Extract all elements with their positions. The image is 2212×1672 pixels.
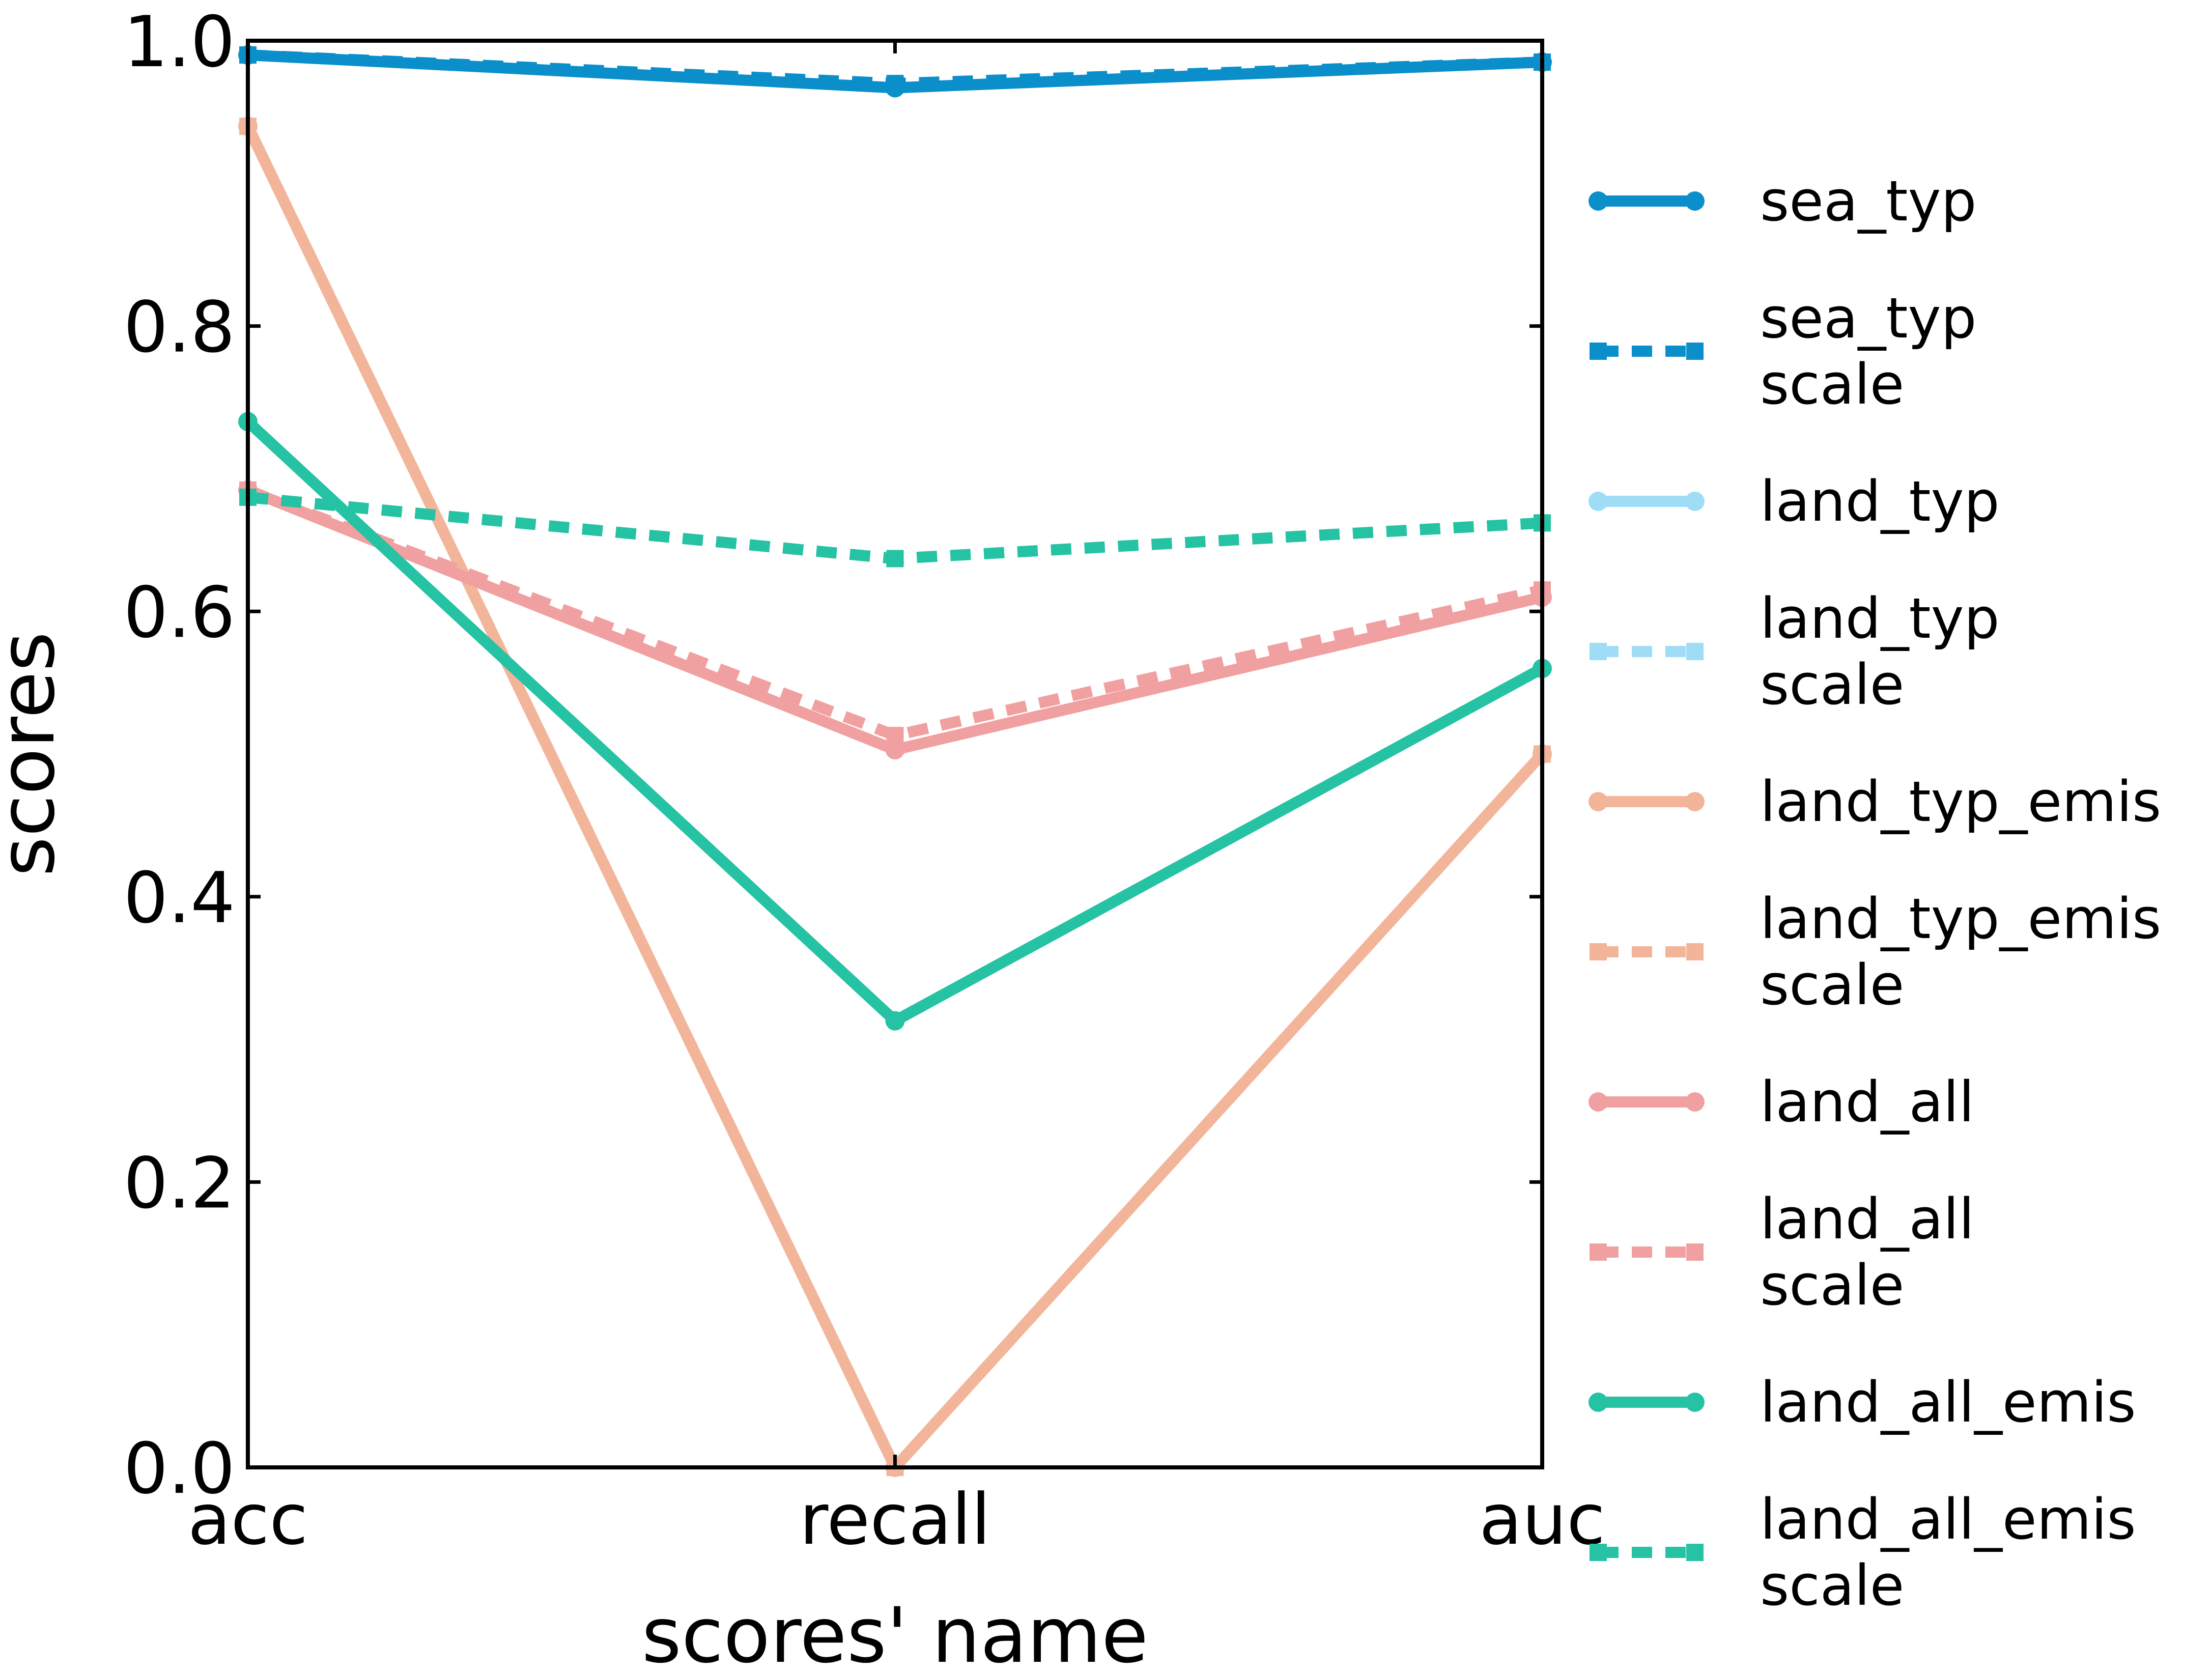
y-tick-label: 0.0 <box>124 1428 235 1510</box>
legend-swatch-marker <box>1685 492 1705 511</box>
legend-label: scale <box>1760 652 1904 717</box>
legend-label: scale <box>1760 952 1904 1017</box>
series-line <box>242 416 1548 1027</box>
data-point <box>885 740 905 760</box>
legend-swatch-marker <box>1589 1092 1608 1112</box>
legend-label: land_typ <box>1760 469 2000 534</box>
legend-label: land_all_emis <box>1760 1487 2136 1552</box>
legend-label: land_all_emis <box>1760 1370 2136 1435</box>
data-point <box>886 550 904 568</box>
y-axis-title: scores <box>0 632 72 876</box>
legend-label: land_typ_emis <box>1760 886 2161 951</box>
legend-label: land_all <box>1760 1186 1974 1252</box>
legend-swatch-marker <box>1590 1544 1607 1561</box>
series-layer <box>238 45 1552 1477</box>
data-point <box>885 1011 905 1031</box>
legend-label: sea_typ <box>1760 286 1976 351</box>
y-tick-label: 0.4 <box>124 857 235 939</box>
legend-item: land_all_emis <box>1589 1370 2136 1435</box>
legend-label: sea_typ <box>1760 168 1976 234</box>
y-tick-label: 0.8 <box>124 287 235 369</box>
legend-swatch-marker <box>1589 792 1608 811</box>
legend: sea_typsea_typscaleland_typland_typscale… <box>1589 168 2161 1618</box>
legend-label: scale <box>1760 1253 1904 1318</box>
legend-swatch-marker <box>1590 643 1607 660</box>
legend-label: scale <box>1760 1553 1904 1618</box>
x-tick-label: auc <box>1479 1479 1605 1561</box>
legend-swatch-marker <box>1686 643 1704 660</box>
y-tick-label: 1.0 <box>124 1 235 83</box>
data-point <box>886 727 904 745</box>
y-tick-label: 0.2 <box>124 1142 235 1224</box>
legend-swatch-marker <box>1686 943 1704 960</box>
legend-swatch-marker <box>1590 343 1607 360</box>
legend-swatch-marker <box>1589 191 1608 211</box>
series-sea-typ-scale <box>239 46 1551 93</box>
legend-swatch-marker <box>1686 1243 1704 1261</box>
legend-label: land_typ_emis <box>1760 769 2161 834</box>
x-tick-label: acc <box>188 1479 308 1561</box>
legend-swatch-marker <box>1590 1243 1607 1261</box>
legend-label: land_all <box>1760 1069 1974 1135</box>
legend-item: land_typ_emis <box>1589 769 2161 834</box>
series-land-typ-emis <box>238 117 1552 1477</box>
legend-swatch-marker <box>1686 1544 1704 1561</box>
legend-swatch-marker <box>1685 792 1705 811</box>
legend-item: land_all <box>1589 1069 1974 1135</box>
legend-item: sea_typ <box>1589 168 1976 234</box>
legend-swatch-marker <box>1589 1393 1608 1412</box>
series-line <box>242 121 1548 1473</box>
legend-swatch-marker <box>1590 943 1607 960</box>
legend-swatch-marker <box>1685 1393 1705 1412</box>
x-tick-label: recall <box>800 1479 991 1561</box>
x-axis-title: scores' name <box>642 1592 1149 1669</box>
legend-swatch-marker <box>1685 1092 1705 1112</box>
legend-label: scale <box>1760 352 1904 417</box>
legend-swatch-marker <box>1685 191 1705 211</box>
axis-ticks: 0.0 0.2 0.4 0.6 0.8 1.0 acc recall auc <box>124 1 1605 1561</box>
legend-label: land_typ <box>1760 586 2000 651</box>
series-land-typ-emis-scale <box>239 118 1551 1476</box>
legend-swatch-marker <box>1589 492 1608 511</box>
data-point <box>886 75 904 93</box>
legend-swatch-marker <box>1686 343 1704 360</box>
y-tick-label: 0.6 <box>124 572 235 654</box>
series-line <box>243 124 1547 1473</box>
legend-item: land_typ <box>1589 469 2000 534</box>
